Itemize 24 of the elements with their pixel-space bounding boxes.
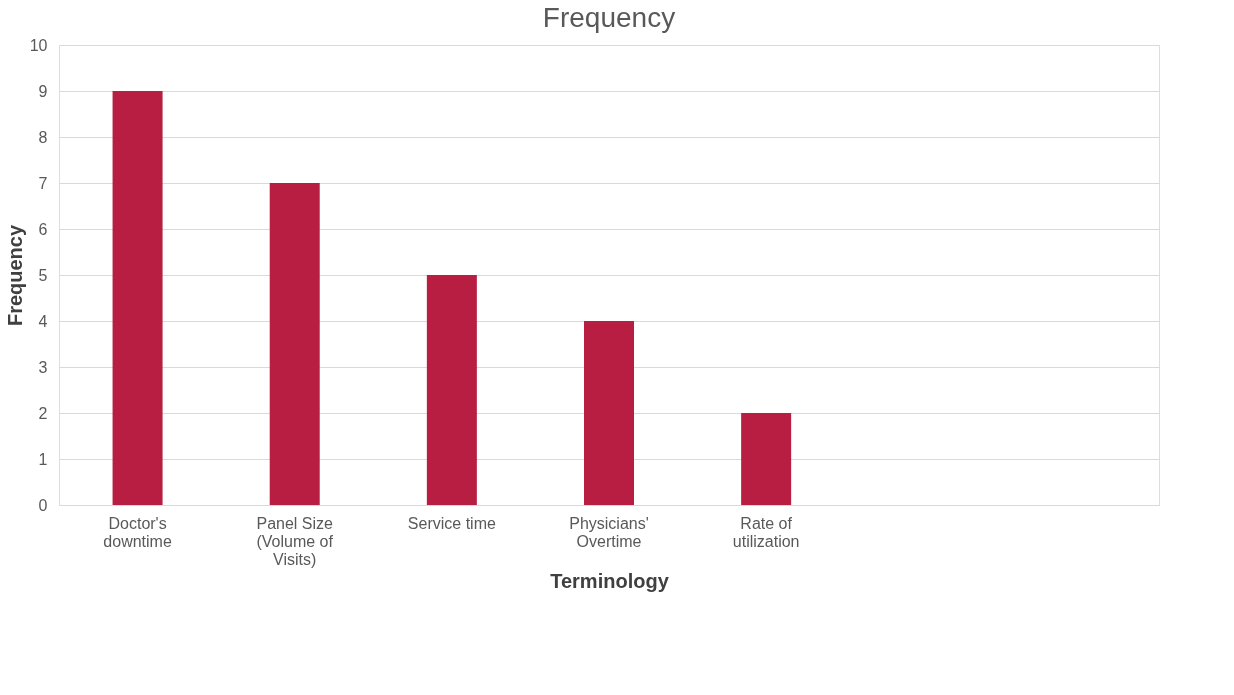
y-tick-label: 8: [38, 128, 48, 146]
x-axis-title: Terminology: [550, 569, 670, 592]
y-tick-label: 6: [38, 220, 48, 238]
x-tick-label: Doctor's downtime: [103, 514, 172, 550]
y-tick-label: 3: [38, 358, 48, 376]
bar: [426, 275, 477, 505]
y-tick-label: 4: [38, 312, 48, 330]
bar: [269, 183, 320, 505]
bar: [741, 413, 792, 505]
chart-title: Frequency: [542, 2, 676, 33]
y-tick-label: 1: [38, 450, 48, 468]
y-axis-title: Frequency: [3, 224, 26, 327]
bar: [112, 91, 163, 505]
y-tick-label: 5: [38, 266, 48, 284]
x-tick-label: Panel Size (Volume of Visits): [256, 514, 334, 568]
y-tick-label: 10: [29, 36, 48, 54]
y-tick-label: 9: [38, 82, 48, 100]
x-tick-label: Rate of utilization: [732, 514, 800, 550]
x-tick-label: Service time: [407, 514, 496, 532]
y-tick-label: 7: [38, 174, 48, 192]
y-tick-label: 0: [38, 496, 48, 514]
bar: [584, 321, 634, 505]
x-tick-label: Physicians' Overtime: [569, 514, 649, 550]
y-tick-label: 2: [38, 404, 48, 422]
